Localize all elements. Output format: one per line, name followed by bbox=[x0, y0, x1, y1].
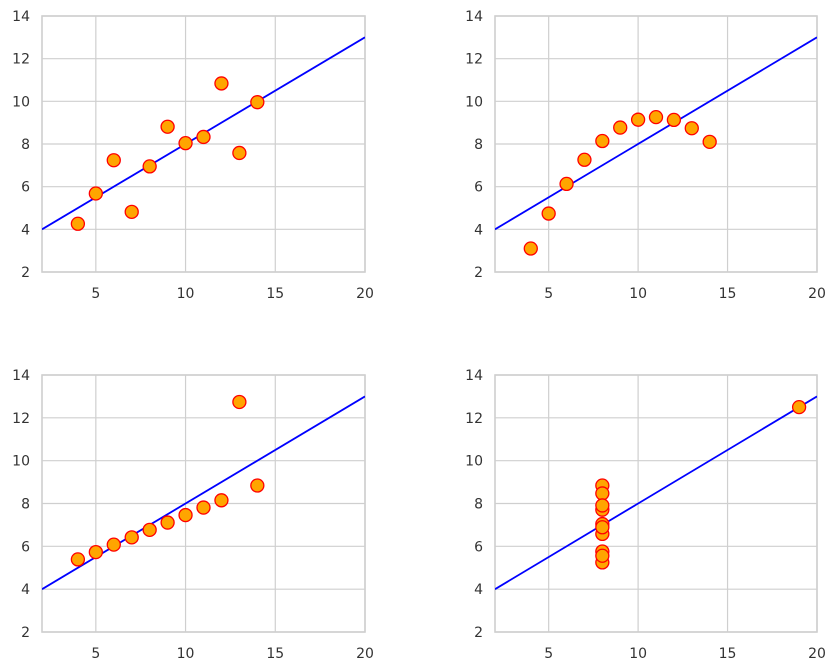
x-tick-label: 10 bbox=[629, 286, 647, 302]
fit-line bbox=[42, 395, 365, 590]
x-tick-label: 5 bbox=[91, 646, 100, 662]
fit-line bbox=[495, 395, 817, 590]
data-point bbox=[106, 153, 121, 168]
data-point bbox=[196, 500, 211, 515]
data-point bbox=[124, 530, 139, 545]
data-point bbox=[232, 394, 247, 410]
y-tick-label: 12 bbox=[465, 411, 483, 427]
plot-frame bbox=[494, 15, 818, 273]
y-tick-label: 6 bbox=[474, 539, 483, 555]
data-point bbox=[142, 159, 157, 174]
data-point bbox=[666, 112, 682, 128]
x-tick-label: 15 bbox=[719, 286, 737, 302]
data-point bbox=[70, 552, 86, 567]
data-point bbox=[178, 507, 193, 523]
x-tick-label: 20 bbox=[808, 646, 826, 662]
data-point bbox=[595, 548, 610, 563]
y-tick-label: 2 bbox=[21, 265, 30, 281]
x-tick-label: 5 bbox=[544, 286, 553, 302]
y-tick-label: 4 bbox=[21, 222, 30, 238]
x-tick-label: 20 bbox=[356, 646, 374, 662]
y-tick-label: 14 bbox=[465, 9, 483, 25]
x-tick-label: 10 bbox=[629, 646, 647, 662]
data-point bbox=[106, 537, 121, 552]
fit-line bbox=[495, 36, 817, 231]
panel-4: 5 10 15 20 2 4 6 8 10 12 14 bbox=[465, 368, 826, 662]
y-tick-label: 14 bbox=[12, 9, 30, 25]
data-point bbox=[232, 145, 247, 161]
y-tick-label: 8 bbox=[474, 137, 483, 153]
y-tick-label: 6 bbox=[474, 180, 483, 196]
data-point bbox=[196, 129, 211, 145]
x-tick-label: 20 bbox=[808, 286, 826, 302]
y-tick-label: 4 bbox=[21, 582, 30, 598]
data-point bbox=[160, 119, 175, 134]
data-point bbox=[142, 522, 157, 537]
y-tick-label: 4 bbox=[474, 222, 483, 238]
data-point bbox=[523, 241, 538, 256]
plot-frame bbox=[494, 374, 818, 633]
y-tick-label: 6 bbox=[21, 539, 30, 555]
y-tick-label: 12 bbox=[12, 52, 30, 68]
data-point bbox=[648, 109, 664, 125]
y-tick-label: 10 bbox=[465, 94, 483, 110]
panel-2: 5 10 15 20 2 4 6 8 10 12 14 bbox=[465, 9, 826, 302]
y-tick-label: 10 bbox=[465, 454, 483, 470]
x-tick-label: 15 bbox=[266, 646, 284, 662]
y-tick-label: 2 bbox=[21, 625, 30, 641]
data-point bbox=[559, 176, 574, 192]
y-tick-label: 8 bbox=[474, 497, 483, 513]
data-point bbox=[214, 493, 229, 508]
data-point bbox=[684, 121, 699, 136]
x-tick-label: 10 bbox=[177, 286, 195, 302]
plot-frame bbox=[41, 374, 366, 633]
data-point bbox=[124, 204, 139, 219]
y-tick-label: 12 bbox=[12, 411, 30, 427]
y-tick-label: 8 bbox=[21, 497, 30, 513]
data-point bbox=[88, 186, 103, 201]
data-point bbox=[70, 216, 86, 231]
y-tick-label: 14 bbox=[12, 368, 30, 384]
y-tick-label: 2 bbox=[474, 265, 483, 281]
data-point bbox=[250, 95, 265, 110]
y-tick-label: 8 bbox=[21, 137, 30, 153]
x-tick-label: 10 bbox=[177, 646, 195, 662]
data-point bbox=[595, 486, 610, 501]
data-point bbox=[791, 399, 807, 415]
data-point bbox=[630, 112, 646, 127]
data-point bbox=[88, 544, 103, 560]
y-tick-label: 4 bbox=[474, 582, 483, 598]
panel-3: 5 10 15 20 2 4 6 8 10 12 14 bbox=[12, 368, 374, 662]
x-tick-label: 15 bbox=[719, 646, 737, 662]
y-tick-label: 10 bbox=[12, 94, 30, 110]
x-tick-label: 15 bbox=[266, 286, 284, 302]
data-point bbox=[541, 206, 556, 221]
data-point bbox=[595, 133, 610, 149]
x-tick-label: 5 bbox=[91, 286, 100, 302]
y-tick-label: 2 bbox=[474, 625, 483, 641]
data-point bbox=[577, 152, 592, 167]
data-point bbox=[595, 520, 610, 535]
data-point bbox=[595, 498, 610, 513]
y-tick-label: 10 bbox=[12, 454, 30, 470]
panel-1: 5 10 15 20 2 4 6 8 10 12 14 bbox=[12, 9, 374, 302]
data-point bbox=[160, 515, 175, 530]
data-point bbox=[702, 134, 717, 150]
plot-frame bbox=[41, 15, 366, 273]
data-point bbox=[613, 120, 628, 135]
x-tick-label: 20 bbox=[356, 286, 374, 302]
data-point bbox=[214, 76, 229, 91]
y-tick-label: 12 bbox=[465, 52, 483, 68]
data-point bbox=[250, 478, 265, 493]
y-tick-label: 6 bbox=[21, 180, 30, 196]
data-point bbox=[178, 135, 193, 151]
y-tick-label: 14 bbox=[465, 368, 483, 384]
x-tick-label: 5 bbox=[544, 646, 553, 662]
